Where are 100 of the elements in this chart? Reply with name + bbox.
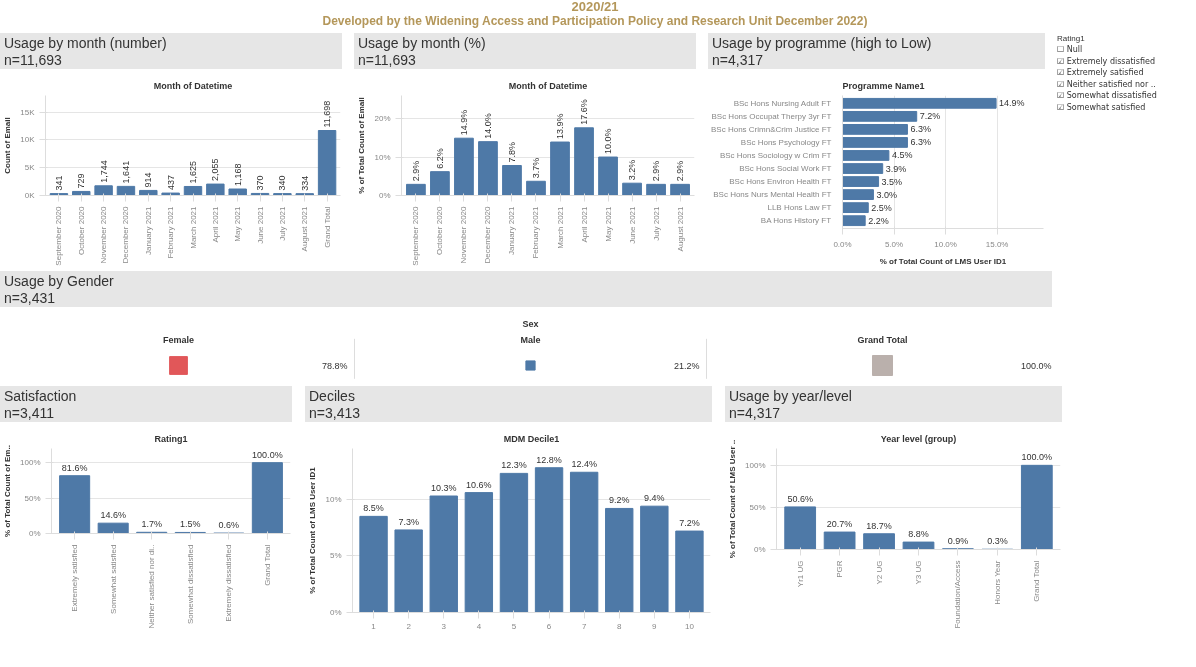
data-label: 9.2%: [608, 495, 630, 506]
x-tick-label: May 2021: [233, 205, 243, 242]
x-tick-label: Y2 UG: [874, 560, 884, 585]
x-tick-label: 0.0%: [833, 239, 852, 249]
y-axis-title: Programme Name1: [842, 80, 925, 91]
text: Developed by the Widening Access and Participation Policy and Research Unit December 2022): [321, 14, 869, 28]
data-label: 12.8%: [536, 454, 562, 465]
data-label: 7.8%: [506, 141, 517, 163]
chart-subtitle: n=11,693: [358, 52, 416, 68]
y-tick-label: 10K: [20, 135, 36, 145]
x-tick-label: Extremely dissatisfied: [224, 544, 234, 622]
chart-title: Usage by month (number): [4, 35, 167, 51]
x-tick-label: Grand Total: [322, 206, 332, 248]
x-tick-label: 5: [511, 621, 517, 631]
data-label: 7.3%: [398, 516, 419, 527]
data-label: 17.6%: [579, 99, 590, 125]
data-label: 370: [255, 175, 266, 191]
x-tick-label: 15.0%: [985, 239, 1009, 249]
text: n=3,431: [4, 290, 55, 306]
data-label: 1.7%: [141, 519, 162, 530]
data-label: 10.3%: [431, 483, 457, 493]
data-label: 6.3%: [910, 124, 931, 135]
data-label: 0.3%: [987, 536, 1008, 547]
data-label: 100.0%: [252, 449, 283, 460]
data-label: 334: [299, 175, 310, 191]
x-tick-label: Y3 UG: [914, 560, 923, 585]
data-label: 100.0%: [1021, 452, 1053, 463]
category-label: Grand Total: [857, 335, 908, 346]
x-tick-label: 8: [617, 621, 623, 631]
y-tick-label: BSc Hons Sociology w Crim FT: [719, 150, 832, 160]
text: Sex: [522, 318, 539, 329]
y-axis-title: % of Total Count of Email: [357, 97, 367, 194]
x-tick-label: 7: [581, 621, 587, 631]
data-label: 4.5%: [891, 150, 913, 161]
text: ☑ Somewhat dissatisfied: [1057, 90, 1157, 102]
x-tick-label: Neither satisfied nor di..: [147, 544, 157, 629]
x-tick-label: 6: [546, 621, 552, 631]
x-tick-label: March 2021: [555, 205, 565, 249]
data-label: 340: [277, 175, 288, 191]
x-tick-label: July 2021: [651, 205, 661, 241]
y-tick-label: 10%: [374, 152, 391, 162]
y-tick-label: 0%: [378, 191, 391, 200]
y-tick-label: 0%: [753, 545, 766, 554]
y-axis-title: % of Total Count of LMS User ID1: [308, 466, 318, 594]
data-label: 7.2%: [679, 518, 700, 529]
chart-subtitle: n=3,413: [309, 405, 360, 421]
data-label: 8.8%: [908, 529, 929, 540]
data-label: 20.7%: [826, 519, 853, 530]
x-tick-label: August 2021: [300, 205, 310, 252]
x-tick-label: 10: [684, 621, 695, 631]
data-label: 10.0%: [603, 128, 614, 155]
x-tick-label: March 2021: [188, 205, 198, 249]
x-tick-label: 5.0%: [884, 239, 904, 249]
text: ☑ Extremely dissatisfied: [1057, 55, 1156, 68]
x-tick-label: 4: [476, 621, 482, 631]
y-tick-label: 0%: [329, 608, 342, 617]
y-tick-label: BSc Hons Nurs Mental Health FT: [713, 190, 832, 200]
text: ☑ Neither satisfied nor ..: [1057, 78, 1157, 91]
chart-subtitle: n=11,693: [4, 52, 62, 68]
x-tick-label: Extremely satisfied: [70, 544, 80, 612]
data-label: 914: [143, 172, 154, 188]
data-label: 13.9%: [555, 113, 566, 140]
y-axis-title: Count of Email: [3, 117, 13, 174]
data-label: 2.9%: [410, 160, 421, 182]
x-tick-label: May 2021: [603, 205, 613, 242]
chart-title: Usage by month (%): [358, 35, 486, 51]
x-tick-label: June 2021: [627, 205, 637, 244]
x-axis-title: Rating1: [154, 433, 188, 444]
data-label: 1,641: [120, 160, 131, 184]
data-label: 14.9%: [458, 109, 469, 136]
y-tick-label: BA Hons History FT: [760, 216, 832, 226]
x-axis-title: % of Total Count of LMS User ID1: [879, 256, 1007, 266]
x-tick-label: April 2021: [579, 205, 589, 243]
y-tick-label: BSc Hons Occupat Therpy 3yr FT: [711, 111, 832, 121]
data-label: 100.0%: [1020, 360, 1052, 371]
x-tick-label: February 2021: [531, 205, 541, 259]
x-tick-label: September 2020: [411, 205, 421, 266]
data-label: 3.9%: [885, 163, 907, 174]
data-label: 6.2%: [434, 148, 445, 169]
y-tick-label: 0%: [28, 529, 41, 538]
y-axis-title: % of Total Count of LMS User ..: [728, 439, 738, 559]
text: ☐ Null: [1057, 44, 1084, 56]
y-tick-label: 50%: [749, 502, 766, 512]
x-tick-label: June 2021: [255, 205, 265, 244]
data-label: 3.0%: [876, 189, 897, 200]
x-tick-label: Grand Total: [1032, 560, 1042, 602]
x-tick-label: 10.0%: [934, 239, 957, 249]
chart-title: Usage by programme (high to Low): [712, 35, 932, 51]
x-tick-label: January 2021: [507, 205, 517, 255]
text: Usage by Gender: [4, 273, 114, 289]
data-label: 14.9%: [999, 98, 1025, 109]
x-tick-label: 2: [406, 621, 412, 631]
data-label: 437: [165, 175, 176, 191]
data-label: 0.6%: [218, 520, 240, 531]
category-label: Female: [162, 335, 195, 346]
x-tick-label: November 2020: [99, 205, 109, 264]
x-tick-label: July 2021: [277, 205, 287, 241]
y-tick-label: 50%: [24, 493, 41, 503]
chart-subtitle: n=4,317: [712, 52, 763, 68]
data-label: 9.4%: [644, 493, 665, 504]
